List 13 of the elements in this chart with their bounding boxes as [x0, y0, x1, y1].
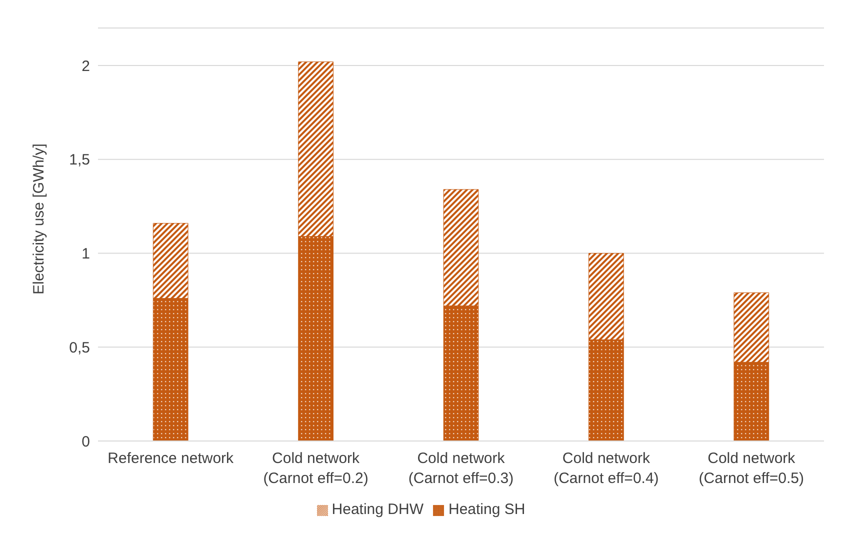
x-tick-label: Cold network (Carnot eff=0.5): [698, 450, 804, 487]
legend-label: Heating SH: [448, 501, 526, 518]
y-tick-label: 1: [82, 246, 90, 263]
y-axis-title: Electricity use [GWh/y]: [30, 144, 48, 294]
x-tick-label: Cold network (Carnot eff=0.3): [408, 450, 514, 487]
x-tick-label: Cold network (Carnot eff=0.2): [263, 450, 368, 487]
y-tick-label: 0: [82, 433, 90, 450]
y-tick-label: 0,5: [69, 339, 90, 356]
y-tick-label: 1,5: [69, 152, 90, 169]
legend-label: Heating DHW: [332, 501, 424, 518]
y-tick-label: 2: [82, 58, 90, 75]
x-tick-label: Reference network: [108, 450, 234, 467]
x-tick-label: Cold network (Carnot eff=0.4): [554, 450, 659, 487]
